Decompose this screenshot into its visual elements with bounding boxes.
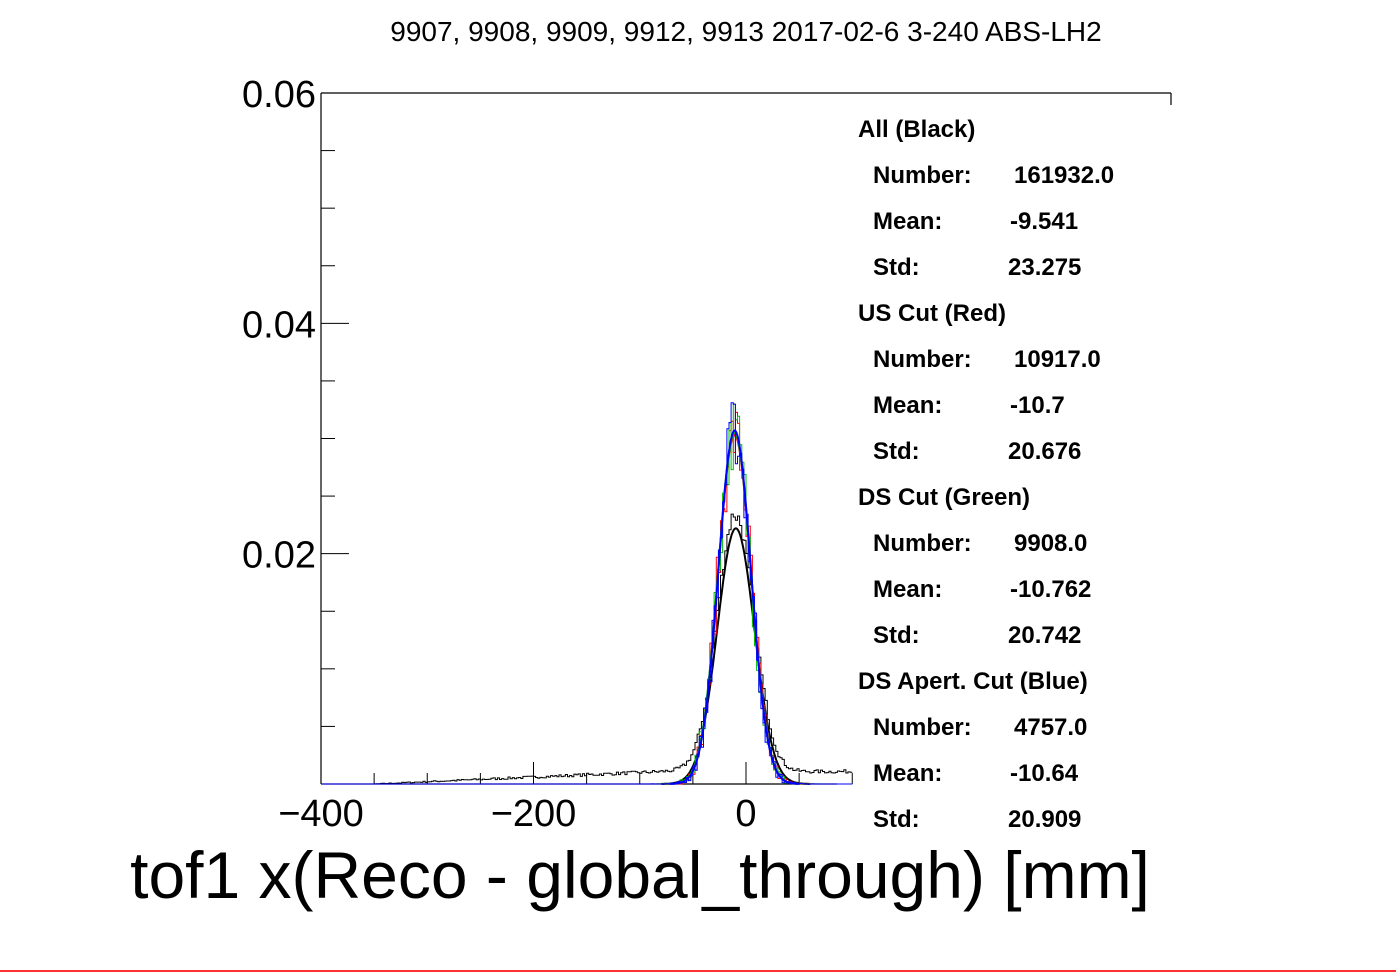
stats-mean-value: -10.7 [1010, 392, 1065, 419]
stats-number-value: 9908.0 [1014, 530, 1088, 557]
stats-std-row: Std: 20.742 [858, 618, 1158, 664]
x-axis-tick-labels: −400 −200 0 [278, 793, 756, 835]
stats-number-value: 161932.0 [1014, 162, 1115, 189]
stats-number-row: Number: 10917.0 [858, 342, 1158, 388]
stats-number-label: Number: [873, 714, 972, 741]
stats-number-row: Number: 161932.0 [858, 158, 1158, 204]
stats-number-value: 4757.0 [1014, 714, 1088, 741]
y-tick-label: 0.02 [242, 535, 316, 577]
stats-series-name: All (Black) [858, 116, 976, 143]
fit-curve-2 [668, 431, 801, 785]
stats-number-row: Number: 9908.0 [858, 526, 1158, 572]
stats-group: DS Cut (Green) Number: 9908.0 Mean: -10.762 S… [858, 480, 1158, 664]
stats-series-name: DS Apert. Cut (Blue) [858, 668, 1088, 695]
stats-group: All (Black) Number: 161932.0 Mean: -9.541 Std… [858, 112, 1158, 296]
stats-group: US Cut (Red) Number: 10917.0 Mean: -10.7 Std:… [858, 296, 1158, 480]
stats-std-value: 20.676 [1008, 438, 1082, 465]
fit-curve-3 [669, 429, 800, 785]
stats-number-label: Number: [873, 346, 972, 373]
histogram-1 [321, 411, 853, 785]
stats-std-label: Std: [873, 806, 920, 833]
stats-mean-row: Mean: -9.541 [858, 204, 1158, 250]
stats-std-row: Std: 20.676 [858, 434, 1158, 480]
x-axis-label: tof1 x(Reco - global_through) [mm] [130, 838, 1150, 912]
histogram-0 [321, 513, 853, 785]
x-tick-label: 0 [735, 793, 756, 835]
stats-std-value: 20.742 [1008, 622, 1082, 649]
bottom-border [0, 970, 1396, 972]
stats-mean-label: Mean: [873, 392, 943, 419]
stats-std-label: Std: [873, 438, 920, 465]
stats-mean-label: Mean: [873, 576, 943, 603]
chart-title: 9907, 9908, 9909, 9912, 9913 2017-02-6 3… [390, 16, 1101, 47]
stats-mean-row: Mean: -10.64 [858, 756, 1158, 802]
fit-curve-1 [668, 433, 801, 785]
y-axis-tick-labels: 0.02 0.04 0.06 [242, 74, 316, 577]
stats-std-label: Std: [873, 622, 920, 649]
x-tick-label: −400 [278, 793, 364, 835]
histogram-series [321, 402, 853, 785]
stats-mean-value: -10.64 [1010, 760, 1079, 787]
stats-mean-label: Mean: [873, 760, 943, 787]
stats-number-row: Number: 4757.0 [858, 710, 1158, 756]
stats-std-row: Std: 23.275 [858, 250, 1158, 296]
histogram-3 [321, 402, 853, 785]
stats-mean-row: Mean: -10.762 [858, 572, 1158, 618]
stats-number-label: Number: [873, 162, 972, 189]
stats-panel: All (Black) Number: 161932.0 Mean: -9.541 Std… [858, 112, 1158, 848]
fit-curve-0 [661, 527, 811, 785]
stats-series-name: US Cut (Red) [858, 300, 1006, 327]
y-tick-label: 0.06 [242, 74, 316, 116]
stats-mean-value: -9.541 [1010, 208, 1079, 235]
stats-std-label: Std: [873, 254, 920, 281]
stats-std-row: Std: 20.909 [858, 802, 1158, 848]
histogram-2 [321, 403, 853, 785]
stats-number-value: 10917.0 [1014, 346, 1101, 373]
stats-group: DS Apert. Cut (Blue) Number: 4757.0 Mean: -1… [858, 664, 1158, 848]
x-tick-label: −200 [491, 793, 577, 835]
stats-number-label: Number: [873, 530, 972, 557]
stats-std-value: 23.275 [1008, 254, 1082, 281]
stats-series-name: DS Cut (Green) [858, 484, 1031, 511]
y-tick-label: 0.04 [242, 304, 316, 346]
stats-std-value: 20.909 [1008, 806, 1082, 833]
stats-mean-row: Mean: -10.7 [858, 388, 1158, 434]
stats-mean-value: -10.762 [1010, 576, 1092, 603]
stats-mean-label: Mean: [873, 208, 943, 235]
